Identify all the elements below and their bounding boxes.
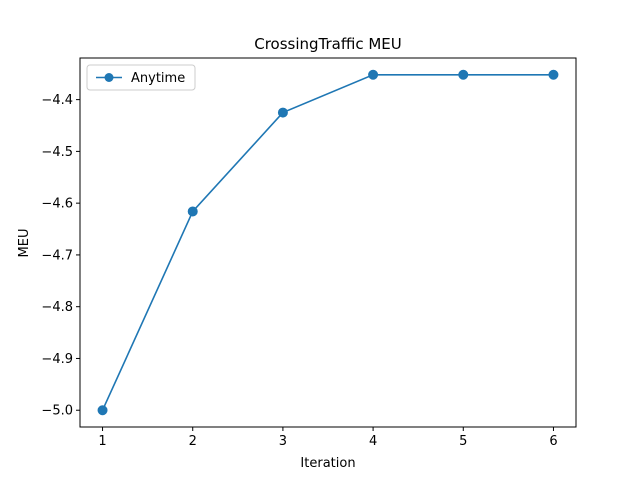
x-tick-label: 6 bbox=[549, 434, 557, 449]
x-axis-label: Iteration bbox=[300, 456, 355, 471]
y-tick-label: −4.6 bbox=[41, 197, 73, 212]
x-tick-label: 5 bbox=[459, 434, 467, 449]
plot-area: 1 2 3 4 5 6 −4.4 −4.5 −4.6 −4.7 −4.8 −4.9 −5.0 bbox=[41, 57, 577, 449]
data-point bbox=[277, 107, 288, 118]
y-tick-label: −4.5 bbox=[41, 145, 73, 160]
y-tick-label: −4.7 bbox=[41, 248, 73, 263]
chart-title: CrossingTraffic MEU bbox=[254, 35, 402, 53]
legend-marker bbox=[104, 73, 114, 82]
legend: Anytime bbox=[86, 64, 196, 91]
y-tick-label: −5.0 bbox=[41, 404, 73, 419]
data-point bbox=[458, 69, 469, 80]
series-line-anytime bbox=[101, 73, 554, 411]
legend-label: Anytime bbox=[131, 71, 185, 86]
data-point bbox=[548, 69, 559, 80]
y-axis-label: MEU bbox=[17, 229, 32, 258]
legend-box bbox=[86, 64, 196, 91]
axes-frame bbox=[79, 57, 577, 428]
y-tick-label: −4.4 bbox=[41, 93, 73, 108]
x-tick-label: 3 bbox=[279, 434, 287, 449]
y-tick-label: −4.9 bbox=[41, 352, 73, 367]
x-tick-label: 2 bbox=[189, 434, 197, 449]
x-tick-label: 1 bbox=[98, 434, 106, 449]
data-point bbox=[368, 69, 379, 80]
data-point bbox=[187, 206, 198, 217]
y-tick-label: −4.8 bbox=[41, 300, 73, 315]
x-tick-label: 4 bbox=[369, 434, 377, 449]
data-point bbox=[97, 405, 108, 416]
